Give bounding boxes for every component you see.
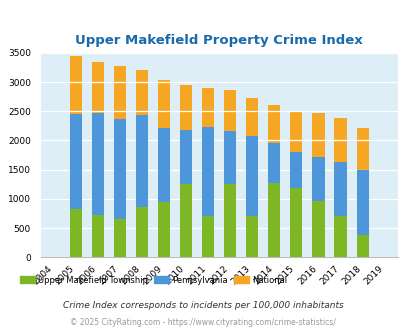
Bar <box>356 235 368 257</box>
Text: © 2025 CityRating.com - https://www.cityrating.com/crime-statistics/: © 2025 CityRating.com - https://www.city… <box>70 318 335 327</box>
Legend: Upper Makefield Township, Pennsylvania, National: Upper Makefield Township, Pennsylvania, … <box>16 272 290 288</box>
Bar <box>70 56 82 257</box>
Bar <box>136 70 148 257</box>
Bar <box>290 111 302 257</box>
Title: Upper Makefield Property Crime Index: Upper Makefield Property Crime Index <box>75 34 362 48</box>
Bar <box>136 115 148 257</box>
Bar <box>356 170 368 257</box>
Bar <box>202 127 214 257</box>
Text: Crime Index corresponds to incidents per 100,000 inhabitants: Crime Index corresponds to incidents per… <box>62 301 343 310</box>
Bar <box>312 157 324 257</box>
Bar <box>180 184 192 257</box>
Bar <box>114 66 126 257</box>
Bar <box>312 113 324 257</box>
Bar <box>290 152 302 257</box>
Bar <box>312 201 324 257</box>
Bar <box>356 128 368 257</box>
Bar <box>114 119 126 257</box>
Bar <box>158 128 170 257</box>
Bar <box>268 105 280 257</box>
Bar <box>158 202 170 257</box>
Bar <box>70 210 82 257</box>
Bar <box>224 90 236 257</box>
Bar <box>268 183 280 257</box>
Bar <box>92 215 104 257</box>
Bar <box>290 188 302 257</box>
Bar <box>224 131 236 257</box>
Bar <box>246 216 258 257</box>
Bar <box>224 184 236 257</box>
Bar <box>334 161 346 257</box>
Bar <box>136 207 148 257</box>
Bar <box>92 113 104 257</box>
Bar <box>268 144 280 257</box>
Bar <box>180 85 192 257</box>
Bar <box>202 88 214 257</box>
Bar <box>70 114 82 257</box>
Bar <box>246 98 258 257</box>
Bar <box>202 216 214 257</box>
Bar <box>92 62 104 257</box>
Bar <box>114 219 126 257</box>
Bar <box>246 136 258 257</box>
Bar <box>334 118 346 257</box>
Bar <box>334 216 346 257</box>
Bar <box>158 80 170 257</box>
Bar <box>180 130 192 257</box>
